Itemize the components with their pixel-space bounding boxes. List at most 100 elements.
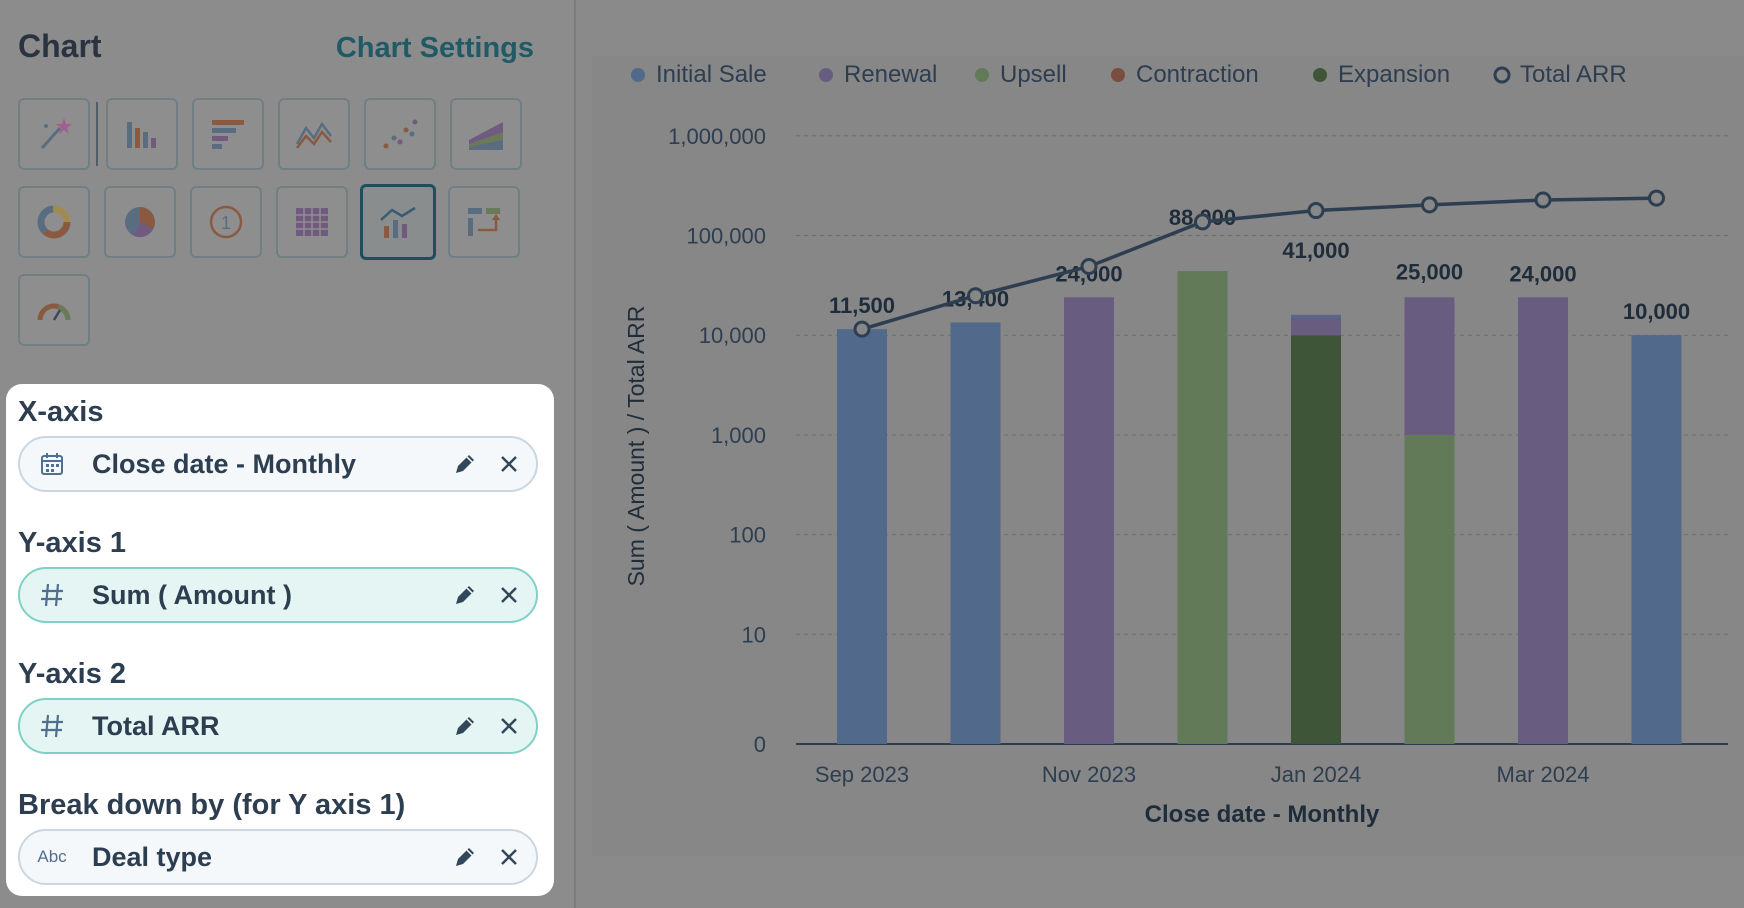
funnel-chart-icon <box>468 208 500 236</box>
x-axis-remove-button[interactable] <box>494 449 524 479</box>
column-chart-button[interactable] <box>106 98 178 170</box>
breakdown-remove-button[interactable] <box>494 842 524 872</box>
bar-total-label: 25,000 <box>1396 260 1463 285</box>
legend-label: Expansion <box>1338 61 1450 88</box>
pencil-icon <box>456 586 474 604</box>
line-chart-button[interactable] <box>278 98 350 170</box>
pivot-table-icon <box>296 208 328 236</box>
y-tick-label: 100,000 <box>686 224 766 249</box>
donut-chart-icon <box>37 205 71 239</box>
legend-marker <box>1313 68 1327 82</box>
y-axis-2-label: Y-axis 2 <box>18 658 127 690</box>
y-axis-1-value: Sum ( Amount ) <box>92 579 292 610</box>
bar-chart-icon <box>212 120 244 149</box>
total-arr-point <box>1194 213 1211 231</box>
y-axis-2-edit-button[interactable] <box>450 711 480 741</box>
x-axis-field[interactable]: Close date - Monthly <box>18 436 538 492</box>
y-tick-label: 1,000 <box>711 423 766 448</box>
pivot-table-button[interactable] <box>276 186 348 258</box>
chart-type-divider <box>96 102 98 166</box>
x-tick-label: Sep 2023 <box>815 762 909 787</box>
legend-marker <box>631 68 645 82</box>
y-axis-1-edit-button[interactable] <box>450 580 480 610</box>
close-icon <box>501 587 517 603</box>
x-axis-edit-button[interactable] <box>450 449 480 479</box>
bar-chart-button[interactable] <box>192 98 264 170</box>
axis-config-card: X-axis Close date - Monthly Y-axis 1 Sum… <box>6 384 554 896</box>
magic-wand-button[interactable] <box>18 98 90 170</box>
legend-label: Initial Sale <box>656 61 767 88</box>
bar-total-label: 24,000 <box>1509 261 1576 286</box>
kpi-icon: 1 <box>209 205 243 239</box>
line-chart-icon <box>295 121 332 149</box>
close-icon <box>501 718 517 734</box>
kpi-button[interactable]: 1 <box>190 186 262 258</box>
pencil-icon <box>456 717 474 735</box>
gauge-icon <box>37 303 71 321</box>
y-tick-label: 1,000,000 <box>668 124 766 149</box>
gauge-button[interactable] <box>18 274 90 346</box>
chart-settings-panel: Chart Chart Settings 1 <box>0 0 576 908</box>
combo-chart: 0 10 100 1,000 10,000 100,000 1,000,000 11,500 1… <box>623 61 1728 828</box>
y-axis-2-field[interactable]: Total ARR <box>18 698 538 754</box>
y-tick-label: 100 <box>729 523 766 548</box>
svg-text:1: 1 <box>221 213 231 233</box>
bar-segment <box>1064 297 1114 744</box>
y-tick-label: 10,000 <box>699 323 766 348</box>
legend-label: Contraction <box>1136 61 1259 88</box>
scatter-chart-icon <box>383 119 418 149</box>
y-axis-1-label: Y-axis 1 <box>18 527 127 559</box>
funnel-chart-button[interactable] <box>448 186 520 258</box>
total-arr-point <box>1534 191 1552 209</box>
y-axis-2-value: Total ARR <box>92 710 220 741</box>
donut-chart-button[interactable] <box>18 186 90 258</box>
hash-icon <box>38 581 66 609</box>
pie-chart-icon <box>125 207 155 238</box>
close-icon <box>501 849 517 865</box>
y-axis-1-remove-button[interactable] <box>494 580 524 610</box>
legend-marker <box>1493 66 1511 84</box>
scatter-chart-button[interactable] <box>364 98 436 170</box>
y-axis-2-remove-button[interactable] <box>494 711 524 741</box>
bar-segment <box>1291 317 1341 336</box>
bar-segment <box>837 329 887 744</box>
y-axis-title: Sum ( Amount ) / Total ARR <box>623 306 649 587</box>
area-chart-icon <box>469 122 503 150</box>
bar-segment <box>1404 434 1455 744</box>
bar-total-label: 41,000 <box>1282 238 1349 263</box>
total-arr-point <box>967 287 984 305</box>
bar-segment <box>1291 314 1341 318</box>
y-tick-label: 10 <box>742 622 766 647</box>
magic-wand-icon <box>40 118 72 150</box>
x-tick-label: Jan 2024 <box>1271 762 1362 787</box>
breakdown-label: Break down by (for Y axis 1) <box>18 789 406 821</box>
legend-label: Upsell <box>1000 61 1067 88</box>
pencil-icon <box>456 455 474 473</box>
panel-title: Chart <box>18 28 102 64</box>
breakdown-field[interactable]: Abc Deal type <box>18 829 538 885</box>
total-arr-point <box>853 320 871 338</box>
chart-preview: 0 10 100 1,000 10,000 100,000 1,000,000 11,500 1… <box>592 56 1744 856</box>
y-axis-1-field[interactable]: Sum ( Amount ) <box>18 567 538 623</box>
breakdown-edit-button[interactable] <box>450 842 480 872</box>
legend-marker <box>975 68 989 82</box>
x-tick-label: Nov 2023 <box>1042 762 1136 787</box>
hash-icon <box>38 712 66 740</box>
column-chart-icon <box>127 122 156 148</box>
pie-chart-button[interactable] <box>104 186 176 258</box>
total-arr-line <box>861 196 1657 331</box>
area-chart-button[interactable] <box>450 98 522 170</box>
bar-total-label: 10,000 <box>1623 299 1690 324</box>
total-arr-point <box>1421 196 1438 214</box>
text-type-icon: Abc <box>37 847 67 866</box>
chart-settings-link[interactable]: Chart Settings <box>335 32 534 64</box>
y-tick-label: 0 <box>754 732 766 757</box>
x-axis-value: Close date - Monthly <box>92 448 357 479</box>
legend-label: Total ARR <box>1520 61 1627 88</box>
bar-total-label: 11,500 <box>829 293 895 318</box>
bar-segment <box>950 322 1001 744</box>
pencil-icon <box>456 848 474 866</box>
combo-chart-icon <box>380 206 416 238</box>
total-arr-point <box>1080 257 1098 275</box>
combo-chart-button[interactable] <box>360 184 436 260</box>
